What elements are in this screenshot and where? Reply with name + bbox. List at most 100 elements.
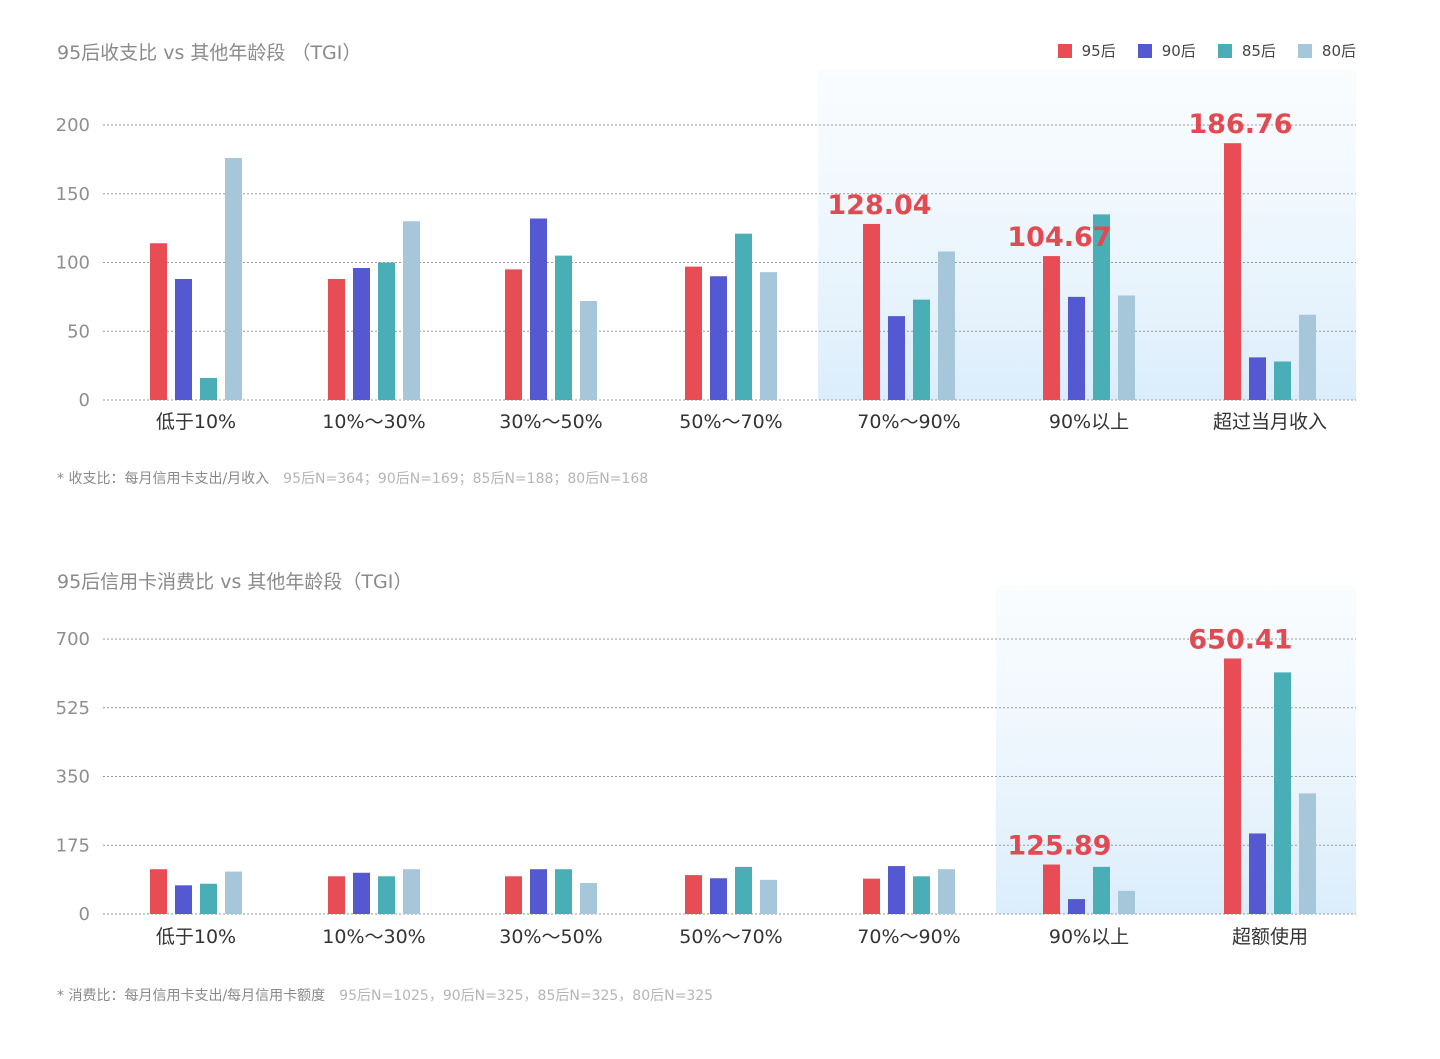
- bar: [685, 266, 702, 400]
- bar: [225, 158, 242, 400]
- data-label: 104.67: [1007, 222, 1111, 253]
- bar: [760, 879, 777, 914]
- legend-label: 85后: [1241, 42, 1276, 60]
- legend-label: 80后: [1321, 42, 1356, 60]
- bar: [1068, 296, 1085, 400]
- data-label: 650.41: [1188, 624, 1292, 655]
- chart2-note-sample: 95后N=1025，90后N=325，85后N=325，80后N=325: [339, 988, 714, 1004]
- legend-swatch-90: [1137, 43, 1152, 58]
- bar: [328, 876, 345, 914]
- x-category-label: 超过当月收入: [1213, 411, 1327, 433]
- bar: [353, 268, 370, 400]
- x-category-label: 30%～50%: [499, 926, 602, 948]
- bar: [938, 251, 955, 400]
- x-category-label: 90%以上: [1049, 411, 1129, 433]
- chart2-title: 95后信用卡消费比 vs 其他年龄段（TGI）: [57, 571, 413, 593]
- chart2-note: * 消费比：每月信用卡支出/每月信用卡额度 95后N=1025，90后N=325，…: [57, 985, 713, 1005]
- bar: [175, 279, 192, 400]
- bar: [530, 218, 547, 400]
- y-tick-label: 150: [56, 184, 90, 205]
- bar: [1249, 357, 1266, 400]
- legend-swatch-95: [1057, 43, 1072, 58]
- bar: [710, 276, 727, 400]
- legend-swatch-80: [1297, 43, 1312, 58]
- bar: [150, 869, 167, 914]
- chart1-note-text: * 收支比：每月信用卡支出/月收入: [57, 471, 270, 487]
- bar: [555, 255, 572, 400]
- bar: [1093, 214, 1110, 400]
- bar: [1068, 899, 1085, 914]
- bar: [353, 872, 370, 914]
- x-category-label: 低于10%: [156, 926, 236, 948]
- bar: [863, 878, 880, 914]
- bar: [735, 233, 752, 400]
- x-category-label: 10%～30%: [322, 926, 425, 948]
- data-label: 125.89: [1007, 831, 1111, 862]
- legend: 95后 90后 85后 80后: [1057, 40, 1356, 61]
- y-tick-label: 0: [79, 390, 90, 411]
- legend-item-90: 90后: [1137, 40, 1196, 61]
- x-category-label: 70%～90%: [857, 411, 960, 433]
- y-tick-label: 350: [56, 767, 90, 788]
- x-category-label: 50%～70%: [679, 411, 782, 433]
- x-category-label: 超额使用: [1232, 926, 1308, 948]
- bar: [735, 866, 752, 914]
- x-category-label: 90%以上: [1049, 926, 1129, 948]
- y-tick-label: 525: [56, 698, 90, 719]
- bar: [1093, 866, 1110, 914]
- bar: [1274, 361, 1291, 400]
- bar: [403, 221, 420, 400]
- highlight-region: [996, 585, 1356, 914]
- legend-swatch-85: [1217, 43, 1232, 58]
- bar: [1299, 793, 1316, 914]
- bar: [685, 875, 702, 914]
- y-tick-label: 200: [56, 115, 90, 136]
- legend-item-85: 85后: [1217, 40, 1276, 61]
- bar: [938, 869, 955, 914]
- legend-item-95: 95后: [1057, 40, 1116, 61]
- y-tick-label: 700: [56, 629, 90, 650]
- bar: [403, 869, 420, 914]
- bar: [555, 869, 572, 914]
- data-label: 186.76: [1188, 109, 1292, 140]
- bar: [150, 243, 167, 400]
- bar: [1043, 256, 1060, 400]
- bar: [1249, 833, 1266, 914]
- bar: [1224, 658, 1241, 914]
- bar: [1274, 672, 1291, 914]
- bar: [580, 301, 597, 400]
- y-tick-label: 175: [56, 835, 90, 856]
- bar: [580, 882, 597, 914]
- bar: [1299, 314, 1316, 400]
- chart2-note-text: * 消费比：每月信用卡支出/每月信用卡额度: [57, 988, 326, 1004]
- bar: [1043, 864, 1060, 914]
- bar: [913, 299, 930, 400]
- bar: [378, 262, 395, 400]
- chart1-note: * 收支比：每月信用卡支出/月收入 95后N=364；90后N=169；85后N=…: [57, 468, 648, 488]
- y-tick-label: 0: [79, 904, 90, 925]
- x-category-label: 50%～70%: [679, 926, 782, 948]
- bar: [888, 316, 905, 400]
- chart1-note-sample: 95后N=364；90后N=169；85后N=188；80后N=168: [283, 471, 649, 487]
- legend-label: 90后: [1161, 42, 1196, 60]
- y-tick-label: 50: [67, 321, 90, 342]
- bar: [328, 279, 345, 400]
- x-category-label: 10%～30%: [322, 411, 425, 433]
- bar: [1118, 295, 1135, 400]
- bar: [1118, 890, 1135, 914]
- bar: [378, 876, 395, 914]
- x-category-label: 70%～90%: [857, 926, 960, 948]
- bar: [1224, 143, 1241, 400]
- bar: [888, 866, 905, 914]
- bar: [200, 883, 217, 914]
- chart1-title: 95后收支比 vs 其他年龄段 （TGI）: [57, 42, 362, 64]
- bar: [200, 378, 217, 400]
- bar: [530, 869, 547, 914]
- x-category-label: 30%～50%: [499, 411, 602, 433]
- data-label: 128.04: [827, 190, 931, 221]
- bar: [505, 876, 522, 914]
- legend-item-80: 80后: [1297, 40, 1356, 61]
- bar: [760, 272, 777, 400]
- bar: [175, 885, 192, 914]
